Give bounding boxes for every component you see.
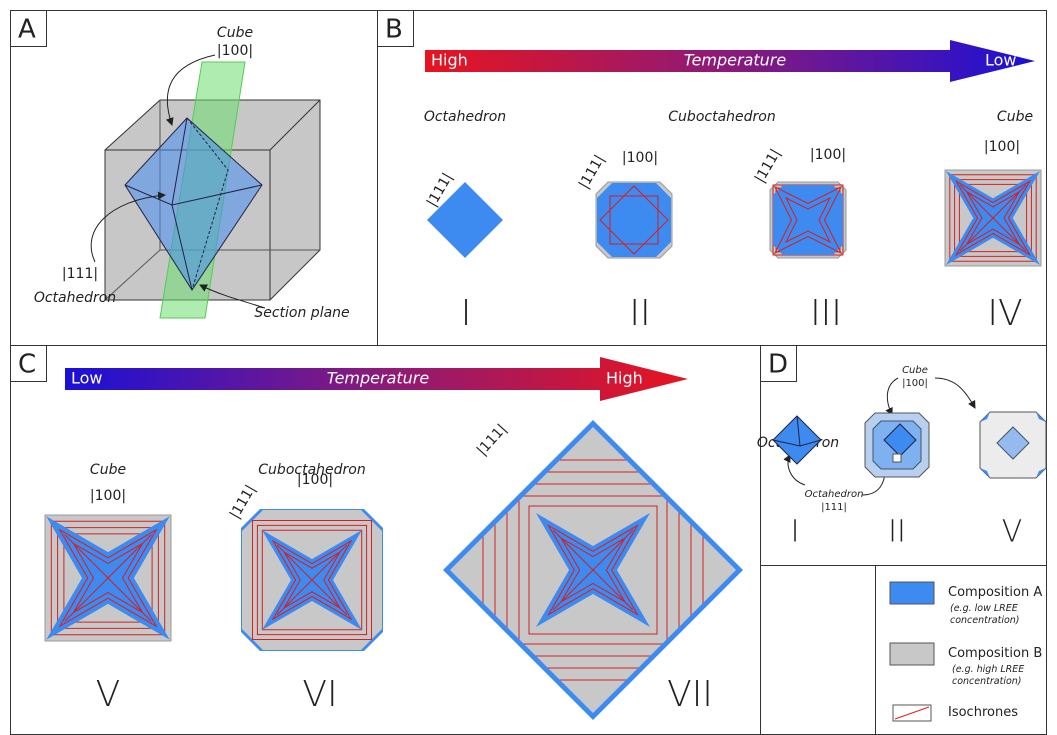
face-index: |100| <box>622 150 658 166</box>
cuboctahedron-crystal <box>769 181 847 259</box>
octahedron-label: Octahedron <box>805 489 864 500</box>
legend-label: Isochrones <box>948 705 1018 720</box>
composition-a <box>597 183 671 257</box>
cube-octahedron-model <box>90 54 321 319</box>
isochrone <box>784 196 832 244</box>
face-index: |111| <box>576 152 608 191</box>
isochrone <box>58 528 158 628</box>
composition-a <box>980 468 990 478</box>
face-index: |100| <box>984 139 1020 155</box>
octahedron-crystal <box>427 182 503 258</box>
octahedron-model <box>772 415 822 465</box>
form-header: Cuboctahedron <box>668 109 775 125</box>
octahedron-index: |111| <box>62 266 98 282</box>
stage-numeral: V <box>96 674 121 715</box>
octahedron-label: Octahedron <box>34 290 116 306</box>
isochrone <box>276 544 348 616</box>
face <box>892 453 902 463</box>
cuboctahedron-crystal <box>241 509 383 651</box>
arrow-start: Low <box>71 369 103 388</box>
isochrone <box>609 195 659 245</box>
composition-a <box>1036 468 1046 478</box>
face-index: |100| <box>297 472 333 488</box>
form-header: Cube <box>997 109 1033 125</box>
cube-index: |100| <box>902 378 928 389</box>
octahedron-crystal <box>443 420 743 720</box>
cuboctahedron-crystal <box>595 181 673 259</box>
isochrone <box>64 534 152 622</box>
octahedron-index: |111| <box>821 502 847 513</box>
stage-numeral: I <box>791 515 800 550</box>
cube-index: |100| <box>217 43 253 59</box>
panel-label: A <box>18 15 36 45</box>
isochrone <box>954 179 1032 257</box>
isochrone <box>547 524 639 616</box>
legend-note: (e.g. low LREE concentration) <box>950 603 1020 626</box>
edge <box>796 415 801 447</box>
stage-numeral: II <box>888 515 906 550</box>
cube-model <box>979 411 1047 479</box>
face-index: |111| <box>752 146 784 185</box>
legend-swatches <box>889 581 935 722</box>
legend-note: (e.g. high LREE concentration) <box>952 664 1025 687</box>
temperature-arrow <box>425 40 1035 82</box>
form-header: Octahedron <box>424 109 506 125</box>
temperature-arrow <box>65 357 688 401</box>
form-header: Cube <box>90 462 126 478</box>
cube-crystal <box>44 514 172 642</box>
isochrone <box>528 505 658 635</box>
face-index: |100| <box>90 488 126 504</box>
stage-numeral: I <box>461 293 472 334</box>
isochrone <box>552 529 634 611</box>
arrow-end: High <box>606 369 643 388</box>
isochrone <box>959 184 1027 252</box>
isochrone <box>271 539 353 621</box>
stage-numeral: IV <box>987 293 1022 334</box>
stage-numeral: II <box>629 293 650 334</box>
panel-label: D <box>768 350 788 380</box>
arrow-middle: Temperature <box>684 51 787 70</box>
cube-crystal <box>944 169 1042 267</box>
isochrone <box>773 185 843 255</box>
face-index: |111| <box>474 421 510 459</box>
cuboctahedron-model <box>864 412 930 478</box>
arrow-start: High <box>431 51 468 70</box>
stage-numeral: III <box>810 293 842 334</box>
arrow-end: Low <box>985 51 1017 70</box>
composition-a <box>772 415 822 465</box>
isochrone <box>256 524 368 636</box>
composition-a <box>1036 412 1046 422</box>
section-plane-label: Section plane <box>254 305 349 321</box>
isochrone <box>599 185 669 255</box>
stage-numeral: VII <box>667 674 713 715</box>
arrow-middle: Temperature <box>327 369 430 388</box>
cube-label: Cube <box>217 25 253 41</box>
composition-a <box>773 185 843 255</box>
panel-label: C <box>18 350 36 380</box>
stage-numeral: VI <box>302 674 337 715</box>
composition-a <box>980 412 990 422</box>
composition-a <box>996 426 1030 460</box>
face-index: |100| <box>810 147 846 163</box>
legend-label: Composition B <box>948 646 1043 661</box>
stage-numeral: V <box>1002 515 1023 550</box>
form-header: Cuboctahedron <box>258 462 365 478</box>
cube-label: Cube <box>902 365 928 376</box>
legend-label: Composition A <box>948 585 1043 600</box>
panel-label: B <box>385 15 403 45</box>
isochrone <box>252 520 372 640</box>
